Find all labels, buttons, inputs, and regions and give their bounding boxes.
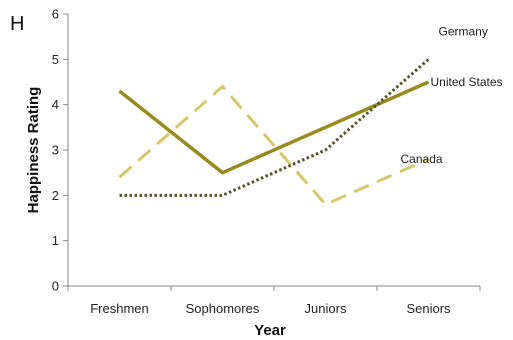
series-label-germany: Germany: [439, 24, 488, 38]
x-axis-title: Year: [254, 322, 286, 339]
y-tick-label: 2: [52, 188, 59, 203]
series-line-canada: [118, 84, 430, 207]
panel-label: H: [10, 13, 24, 35]
x-tick-label: Sophomores: [186, 301, 260, 316]
series-label-canada: Canada: [401, 152, 443, 166]
y-tick-label: 4: [52, 97, 59, 112]
x-tick-label: Freshmen: [90, 301, 149, 316]
y-tick-label: 5: [52, 52, 59, 67]
x-tick-label: Juniors: [305, 301, 347, 316]
y-axis-title: Happiness Rating: [25, 87, 42, 214]
series-line-united-states: [118, 80, 430, 175]
y-ticks: 0 1 2 3 4 5 6: [52, 7, 68, 294]
x-ticks: Freshmen Sophomores Juniors Seniors: [67, 286, 481, 316]
y-tick-label: 6: [52, 7, 59, 22]
series-label-united-states: United States: [431, 75, 503, 89]
x-tick-label: Seniors: [406, 301, 451, 316]
y-tick-label: 0: [52, 279, 59, 294]
y-tick-label: 3: [52, 143, 59, 158]
series-labels: United States Canada Germany: [401, 24, 503, 166]
y-tick-label: 1: [52, 233, 59, 248]
series-line-germany: [119, 58, 430, 197]
series-group: [118, 58, 430, 207]
